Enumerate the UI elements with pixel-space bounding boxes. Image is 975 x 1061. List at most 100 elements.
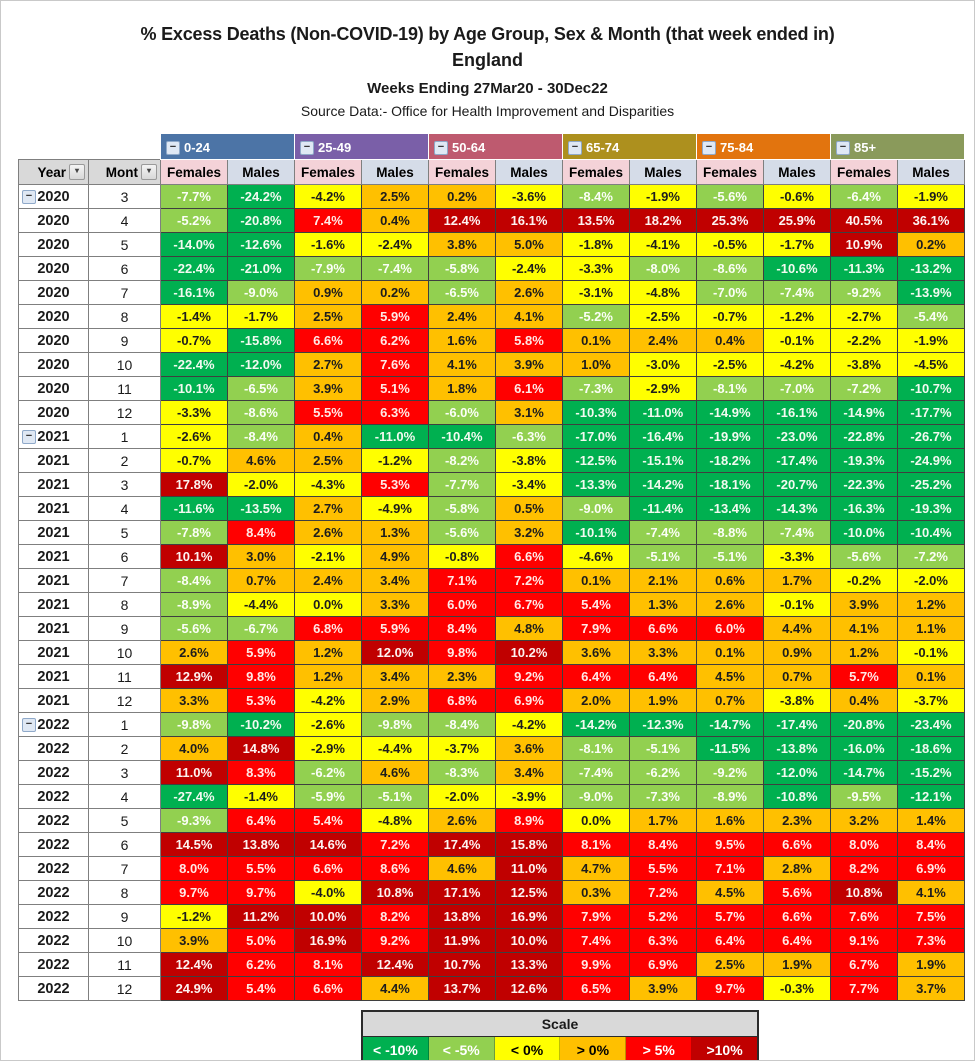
heatmap-cell: -3.3% [763,544,831,570]
table-row: 2022 4 -27.4% -1.4% -5.9% -5.1% -2.0% -3.9% -9.0… [18,784,965,810]
year-cell: 2020 [18,256,89,282]
heatmap-cell: -2.0% [428,784,496,810]
heatmap-cell: 7.5% [897,904,965,930]
heatmap-cell: -5.6% [160,616,228,642]
heatmap-cell: -2.9% [294,736,362,762]
heatmap-cell: 4.4% [763,616,831,642]
heatmap-cell: -5.9% [294,784,362,810]
heatmap-cell: 7.1% [696,856,764,882]
age-group-label: 0-24 [184,140,211,156]
heatmap-cell: 17.4% [428,832,496,858]
heatmap-cell: -4.8% [361,808,429,834]
heatmap-cell: -13.9% [897,280,965,306]
collapse-group-button[interactable]: − [166,140,180,155]
collapse-group-button[interactable]: − [434,140,448,155]
heatmap-cell: 2.0% [562,688,630,714]
age-group-header-75-84: −75-84 [696,133,831,161]
heatmap-cell: 5.9% [361,616,429,642]
age-group-header-50-64: −50-64 [428,133,563,161]
heatmap-cell: 3.3% [361,592,429,618]
heatmap-cell: -20.8% [227,208,295,234]
table-row: 2021 10 2.6% 5.9% 1.2% 12.0% 9.8% 10.2% 3.6% 3.3%… [18,640,965,666]
heatmap-cell: 4.1% [428,352,496,378]
year-filter-button[interactable]: ▾ [69,164,85,181]
heatmap-cell: 6.4% [227,808,295,834]
collapse-group-button[interactable]: − [702,140,716,155]
collapse-year-button[interactable]: − [22,429,36,444]
heatmap-cell: -3.0% [629,352,697,378]
heatmap-cell: 12.4% [361,952,429,978]
heatmap-cell: -9.2% [830,280,898,306]
heatmap-cell: -3.4% [495,472,563,498]
month-cell: 12 [88,400,161,426]
heatmap-cell: 0.4% [294,424,362,450]
heatmap-cell: -8.4% [428,712,496,738]
collapse-group-button[interactable]: − [568,140,582,155]
heatmap-cell: 6.3% [361,400,429,426]
month-cell: 4 [88,496,161,522]
year-cell: 2020 [18,304,89,330]
heatmap-cell: 2.5% [294,448,362,474]
month-cell: 11 [88,952,161,978]
heatmap-cell: 16.9% [294,928,362,954]
heatmap-cell: 1.6% [696,808,764,834]
heatmap-cell: -14.7% [696,712,764,738]
year-cell: 2022 [18,856,89,882]
month-cell: 3 [88,184,161,210]
year-cell: 2021 [18,616,89,642]
table-row: 2022 11 12.4% 6.2% 8.1% 12.4% 10.7% 13.3% 9.9% 6.… [18,952,965,978]
heatmap-cell: 9.7% [227,880,295,906]
heatmap-cell: 2.5% [696,952,764,978]
heatmap-cell: 3.4% [495,760,563,786]
heatmap-cell: -10.3% [562,400,630,426]
heatmap-cell: 4.5% [696,664,764,690]
heatmap-cell: -1.9% [897,328,965,354]
heatmap-cell: -5.1% [629,736,697,762]
heatmap-cell: 11.0% [495,856,563,882]
month-filter-button[interactable]: ▾ [141,164,157,181]
heatmap-cell: 5.3% [227,688,295,714]
heatmap-cell: -26.7% [897,424,965,450]
heatmap-cell: 5.8% [495,328,563,354]
heatmap-cell: -11.3% [830,256,898,282]
heatmap-cell: 8.4% [629,832,697,858]
heatmap-cell: -13.2% [897,256,965,282]
heatmap-cell: 5.3% [361,472,429,498]
heatmap-cell: 5.0% [227,928,295,954]
heatmap-cell: 6.9% [495,688,563,714]
heatmap-cell: -8.0% [629,256,697,282]
collapse-group-button[interactable]: − [300,140,314,155]
heatmap-cell: -15.1% [629,448,697,474]
heatmap-cell: -10.4% [897,520,965,546]
heatmap-cell: -11.5% [696,736,764,762]
heatmap-cell: -0.7% [160,448,228,474]
heatmap-cell: 7.1% [428,568,496,594]
heatmap-cell: 6.0% [696,616,764,642]
heatmap-cell: -3.8% [830,352,898,378]
table-row: 2022 7 8.0% 5.5% 6.6% 8.6% 4.6% 11.0% 4.7% 5.5% 7.… [18,856,965,882]
heatmap-cell: 4.8% [495,616,563,642]
heatmap-cell: 3.9% [629,976,697,1002]
heatmap-cell: -14.7% [830,760,898,786]
month-cell: 6 [88,832,161,858]
collapse-year-button[interactable]: − [22,717,36,732]
heatmap-cell: -2.1% [294,544,362,570]
males-header: Males [361,159,429,186]
heatmap-cell: -1.9% [897,184,965,210]
table-row: 2020 7 -16.1% -9.0% 0.9% 0.2% -6.5% 2.6% -3.1% -4… [18,280,965,306]
collapse-group-button[interactable]: − [836,140,850,155]
heatmap-cell: -0.7% [696,304,764,330]
heatmap-cell: -1.2% [763,304,831,330]
table-row: 2020 8 -1.4% -1.7% 2.5% 5.9% 2.4% 4.1% -5.2% -2.5… [18,304,965,330]
heatmap-cell: 8.0% [830,832,898,858]
collapse-year-button[interactable]: − [22,189,36,204]
heatmap-cell: 5.9% [361,304,429,330]
table-row: 2020 9 -0.7% -15.8% 6.6% 6.2% 1.6% 5.8% 0.1% 2.4%… [18,328,965,354]
heatmap-cell: -24.9% [897,448,965,474]
year-cell: 2021 [18,688,89,714]
heatmap-cell: 7.7% [830,976,898,1002]
heatmap-cell: -22.4% [160,352,228,378]
heatmap-cell: 5.0% [495,232,563,258]
heatmap-cell: -8.4% [227,424,295,450]
year-cell: 2022 [18,736,89,762]
